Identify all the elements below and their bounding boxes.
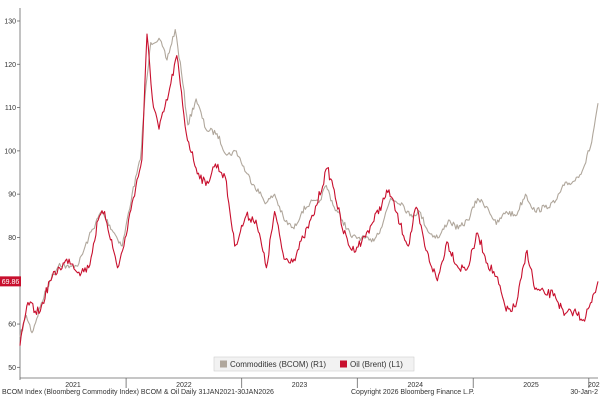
y-tick-label: 50 bbox=[8, 365, 16, 372]
last-value-box bbox=[0, 276, 21, 287]
x-tick-label: 2021 bbox=[65, 382, 81, 389]
x-tick-label: 2022 bbox=[176, 382, 192, 389]
legend: Commodities (BCOM) (R1) Oil (Brent) (L1) bbox=[213, 356, 415, 372]
footer-copyright: Copyright 2026 Bloomberg Finance L.P. bbox=[351, 389, 475, 396]
x-tick-label: 202 bbox=[588, 382, 600, 389]
x-axis: 2021 2022 2023 2024 2025 202 bbox=[20, 377, 600, 389]
legend-swatch bbox=[220, 360, 227, 368]
y-tick-label: 120 bbox=[4, 62, 16, 69]
legend-swatch bbox=[340, 360, 347, 368]
legend-box bbox=[213, 356, 415, 372]
x-tick-label: 2024 bbox=[407, 382, 423, 389]
y-axis: 5060708090100110120130 bbox=[4, 8, 21, 380]
y-tick-label: 110 bbox=[5, 105, 16, 112]
series-line-oil bbox=[19, 33, 599, 346]
legend-label: Oil (Brent) (L1) bbox=[350, 360, 403, 369]
plot-area bbox=[19, 29, 599, 346]
y-tick-label: 60 bbox=[8, 322, 16, 329]
x-tick-label: 2025 bbox=[523, 382, 539, 389]
last-value-label: 69.86 bbox=[0, 276, 21, 287]
y-tick-label: 130 bbox=[4, 18, 16, 25]
legend-label: Commodities (BCOM) (R1) bbox=[230, 360, 326, 369]
footer-source: BCOM Index (Bloomberg Commodity Index) B… bbox=[2, 389, 274, 396]
footer-date: 30-Jan-2 bbox=[570, 389, 598, 396]
y-tick-label: 80 bbox=[8, 235, 16, 242]
y-tick-label: 90 bbox=[8, 192, 16, 199]
y-tick-label: 100 bbox=[4, 148, 16, 155]
x-tick-label: 2023 bbox=[292, 382, 308, 389]
last-value-text: 69.86 bbox=[2, 279, 20, 286]
series-line-commodities bbox=[19, 29, 599, 338]
